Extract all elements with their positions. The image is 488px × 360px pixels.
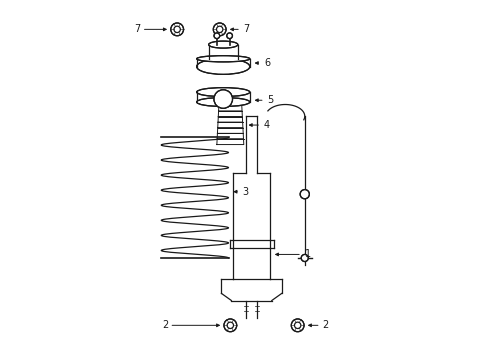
Ellipse shape bbox=[196, 59, 249, 75]
Circle shape bbox=[170, 23, 183, 36]
Circle shape bbox=[300, 190, 309, 199]
Circle shape bbox=[224, 319, 236, 332]
Ellipse shape bbox=[208, 41, 237, 48]
Circle shape bbox=[301, 255, 307, 261]
Circle shape bbox=[214, 33, 219, 39]
Ellipse shape bbox=[196, 56, 249, 62]
Ellipse shape bbox=[196, 87, 249, 96]
Text: 7: 7 bbox=[242, 24, 248, 34]
Text: 2: 2 bbox=[162, 320, 168, 330]
Text: 2: 2 bbox=[322, 320, 328, 330]
Text: 4: 4 bbox=[249, 120, 269, 130]
Text: 6: 6 bbox=[255, 58, 269, 68]
Circle shape bbox=[291, 319, 304, 332]
Text: 3: 3 bbox=[234, 187, 248, 197]
Text: 7: 7 bbox=[133, 24, 140, 34]
Circle shape bbox=[226, 33, 232, 39]
Text: 5: 5 bbox=[255, 95, 273, 105]
Ellipse shape bbox=[196, 98, 249, 107]
Circle shape bbox=[213, 23, 225, 36]
Circle shape bbox=[213, 90, 232, 108]
Text: 1: 1 bbox=[275, 249, 310, 260]
